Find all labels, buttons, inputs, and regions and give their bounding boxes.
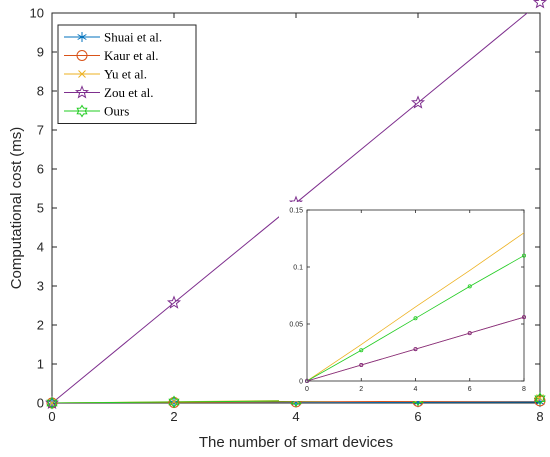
series-4-point bbox=[46, 396, 58, 410]
legend: Shuai et al. Kaur et al. Yu et al. Zou et a… bbox=[57, 24, 197, 124]
y-tick-label: 0 bbox=[37, 396, 44, 411]
x-tick-label: 8 bbox=[536, 409, 543, 424]
series-4-point bbox=[534, 392, 546, 406]
inset-y-tick-label: 0.1 bbox=[293, 265, 303, 272]
legend-swatch-marker bbox=[76, 50, 88, 61]
inset-y-tick-label: 0 bbox=[299, 379, 303, 386]
inset-x-tick-label: 6 bbox=[468, 386, 472, 393]
inset-series-2-point bbox=[522, 253, 527, 258]
y-tick-label: 4 bbox=[37, 240, 44, 255]
inset-x-tick-label: 4 bbox=[414, 386, 418, 393]
y-tick-label: 1 bbox=[37, 357, 44, 372]
inset-series-2-point bbox=[467, 284, 472, 289]
series-4-point bbox=[168, 395, 180, 409]
x-tick-label: 6 bbox=[414, 409, 421, 424]
inset-series-2-point bbox=[359, 348, 364, 353]
inset-series-line-2 bbox=[307, 255, 524, 381]
y-axis-title: Computational cost (ms) bbox=[8, 127, 25, 290]
y-tick-label: 5 bbox=[37, 201, 44, 216]
inset-x-tick-label: 8 bbox=[522, 386, 526, 393]
inset-y-tick-label: 0.05 bbox=[289, 322, 303, 329]
legend-label: Zou et al. bbox=[104, 85, 153, 100]
series-3-point bbox=[532, 0, 548, 9]
legend-swatch-marker bbox=[77, 32, 87, 42]
y-tick-label: 9 bbox=[37, 45, 44, 60]
inset-x-tick-label: 2 bbox=[359, 386, 363, 393]
inset-series-line-1 bbox=[307, 232, 524, 381]
inset-y-tick-label: 0.15 bbox=[289, 208, 303, 215]
inset-series-3-point bbox=[359, 363, 364, 368]
legend-swatch-marker bbox=[76, 104, 88, 118]
legend-label: Kaur et al. bbox=[104, 48, 159, 63]
x-tick-label: 2 bbox=[170, 409, 177, 424]
x-tick-label: 4 bbox=[292, 409, 299, 424]
inset-plot: 0 2 4 6 8 0 0.05 0.1 0.15 bbox=[279, 202, 534, 401]
inset-series-3-point bbox=[413, 347, 418, 352]
y-tick-label: 7 bbox=[37, 123, 44, 138]
inset-series-2-point bbox=[413, 316, 418, 321]
series-3-point bbox=[410, 95, 426, 109]
legend-swatch-marker bbox=[78, 70, 86, 78]
y-tick-label: 6 bbox=[37, 162, 44, 177]
y-tick-label: 8 bbox=[37, 84, 44, 99]
inset-x-tick-label: 0 bbox=[305, 386, 309, 393]
legend-label: Ours bbox=[104, 104, 129, 119]
inset-axes-box bbox=[306, 209, 525, 382]
legend-swatch-marker bbox=[74, 85, 90, 99]
inset-series-3-point bbox=[304, 378, 309, 383]
series-1-point bbox=[534, 395, 546, 407]
series-3-point bbox=[166, 295, 182, 309]
y-tick-label: 3 bbox=[37, 279, 44, 294]
inset-series-line-3 bbox=[307, 316, 524, 381]
x-axis-title: The number of smart devices bbox=[199, 434, 393, 451]
x-tick-label: 0 bbox=[48, 409, 55, 424]
inset-series-3-point bbox=[522, 315, 527, 320]
legend-label: Shuai et al. bbox=[104, 30, 162, 45]
inset-series-3-point bbox=[467, 331, 472, 336]
legend-label: Yu et al. bbox=[104, 67, 147, 82]
y-tick-label: 2 bbox=[37, 318, 44, 333]
y-tick-label: 10 bbox=[30, 6, 44, 21]
inset-series-group bbox=[307, 232, 524, 381]
